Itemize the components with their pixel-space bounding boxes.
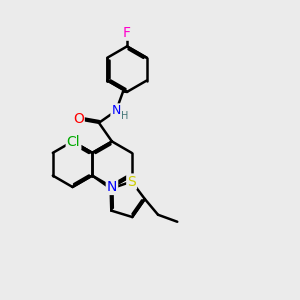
Text: O: O (73, 112, 84, 126)
Text: H: H (121, 110, 129, 121)
Text: S: S (127, 175, 136, 188)
Text: Cl: Cl (67, 135, 80, 149)
Text: N: N (107, 180, 117, 194)
Text: N: N (111, 104, 121, 117)
Text: F: F (123, 26, 131, 40)
